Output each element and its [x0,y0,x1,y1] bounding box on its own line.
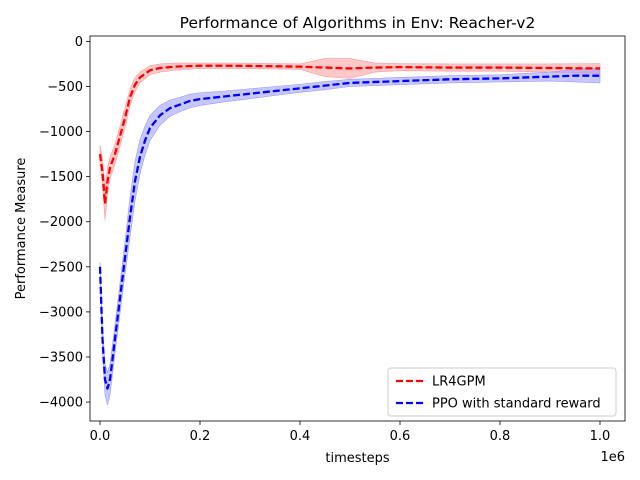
x-axis-ticks: 0.0 0.2 0.4 0.6 0.8 1.0 [90,421,611,444]
y-tick-label: −1500 [39,170,83,185]
x-axis-label: timesteps [325,451,389,466]
axes-frame [89,35,626,422]
confidence-bands [99,58,601,405]
y-tick-label: −500 [47,80,83,95]
line-series-0 [98,64,601,205]
y-tick-label: −3000 [39,305,83,320]
x-tick-label: 0.2 [190,429,211,444]
legend-label-lr4gpm: LR4GPM [432,375,486,390]
y-tick-label: −1000 [39,125,83,140]
line-series-1 [98,74,600,390]
y-axis-label: Performance Measure [14,158,29,300]
legend: LR4GPM PPO with standard reward [387,367,617,417]
y-tick-label: −4000 [39,396,83,411]
series-lines [98,64,601,390]
y-axis-ticks: 0 −500 −1000 −1500 −2000 −2500 −3000 −3500 −4000 [39,35,90,411]
legend-box [387,367,617,417]
y-tick-label: −3500 [39,350,83,365]
band-series-1 [99,68,601,405]
y-tick-label: 0 [75,35,83,50]
chart-title: Performance of Algorithms in Env: Reache… [180,14,536,32]
x-tick-label: 0.4 [290,429,311,444]
y-tick-label: −2000 [39,215,83,230]
x-tick-label: 1.0 [590,429,611,444]
x-tick-label: 0.8 [490,429,511,444]
y-tick-label: −2500 [39,260,83,275]
legend-label-ppo: PPO with standard reward [432,397,601,412]
x-tick-label: 0.0 [90,429,111,444]
x-axis-offset-label: 1e6 [600,450,625,465]
x-tick-label: 0.6 [390,429,411,444]
